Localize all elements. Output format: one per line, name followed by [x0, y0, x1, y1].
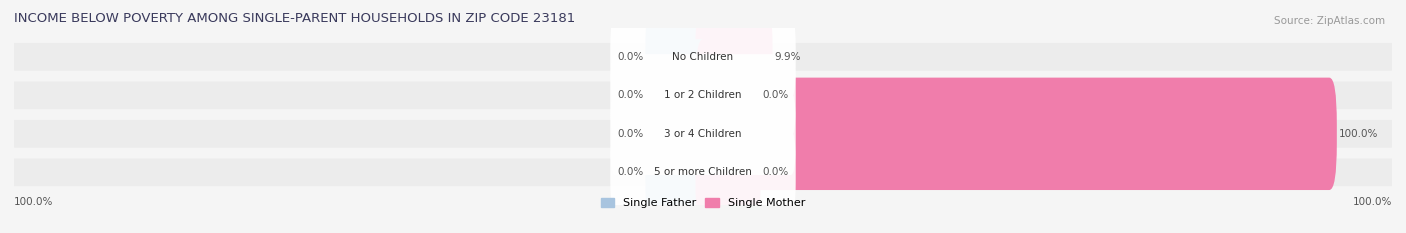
FancyBboxPatch shape — [610, 54, 796, 137]
FancyBboxPatch shape — [610, 93, 796, 175]
Text: 9.9%: 9.9% — [775, 52, 801, 62]
Text: 100.0%: 100.0% — [1339, 129, 1378, 139]
FancyBboxPatch shape — [696, 78, 1337, 190]
FancyBboxPatch shape — [645, 78, 710, 190]
Text: 0.0%: 0.0% — [617, 52, 644, 62]
Text: 0.0%: 0.0% — [762, 90, 789, 100]
Text: 3 or 4 Children: 3 or 4 Children — [664, 129, 742, 139]
FancyBboxPatch shape — [696, 39, 761, 151]
FancyBboxPatch shape — [645, 1, 710, 113]
FancyBboxPatch shape — [14, 43, 1392, 71]
FancyBboxPatch shape — [14, 158, 1392, 186]
Text: Source: ZipAtlas.com: Source: ZipAtlas.com — [1274, 16, 1385, 26]
FancyBboxPatch shape — [610, 131, 796, 213]
Text: 0.0%: 0.0% — [617, 90, 644, 100]
Text: 100.0%: 100.0% — [1353, 197, 1392, 207]
Text: 1 or 2 Children: 1 or 2 Children — [664, 90, 742, 100]
FancyBboxPatch shape — [645, 39, 710, 151]
Text: No Children: No Children — [672, 52, 734, 62]
FancyBboxPatch shape — [645, 116, 710, 229]
FancyBboxPatch shape — [696, 116, 761, 229]
Text: 5 or more Children: 5 or more Children — [654, 167, 752, 177]
Text: 100.0%: 100.0% — [14, 197, 53, 207]
FancyBboxPatch shape — [14, 120, 1392, 148]
Text: 0.0%: 0.0% — [617, 167, 644, 177]
Text: 0.0%: 0.0% — [617, 129, 644, 139]
FancyBboxPatch shape — [14, 82, 1392, 109]
Text: INCOME BELOW POVERTY AMONG SINGLE-PARENT HOUSEHOLDS IN ZIP CODE 23181: INCOME BELOW POVERTY AMONG SINGLE-PARENT… — [14, 12, 575, 25]
Legend: Single Father, Single Mother: Single Father, Single Mother — [600, 198, 806, 208]
FancyBboxPatch shape — [610, 16, 796, 98]
FancyBboxPatch shape — [696, 1, 772, 113]
Text: 0.0%: 0.0% — [762, 167, 789, 177]
